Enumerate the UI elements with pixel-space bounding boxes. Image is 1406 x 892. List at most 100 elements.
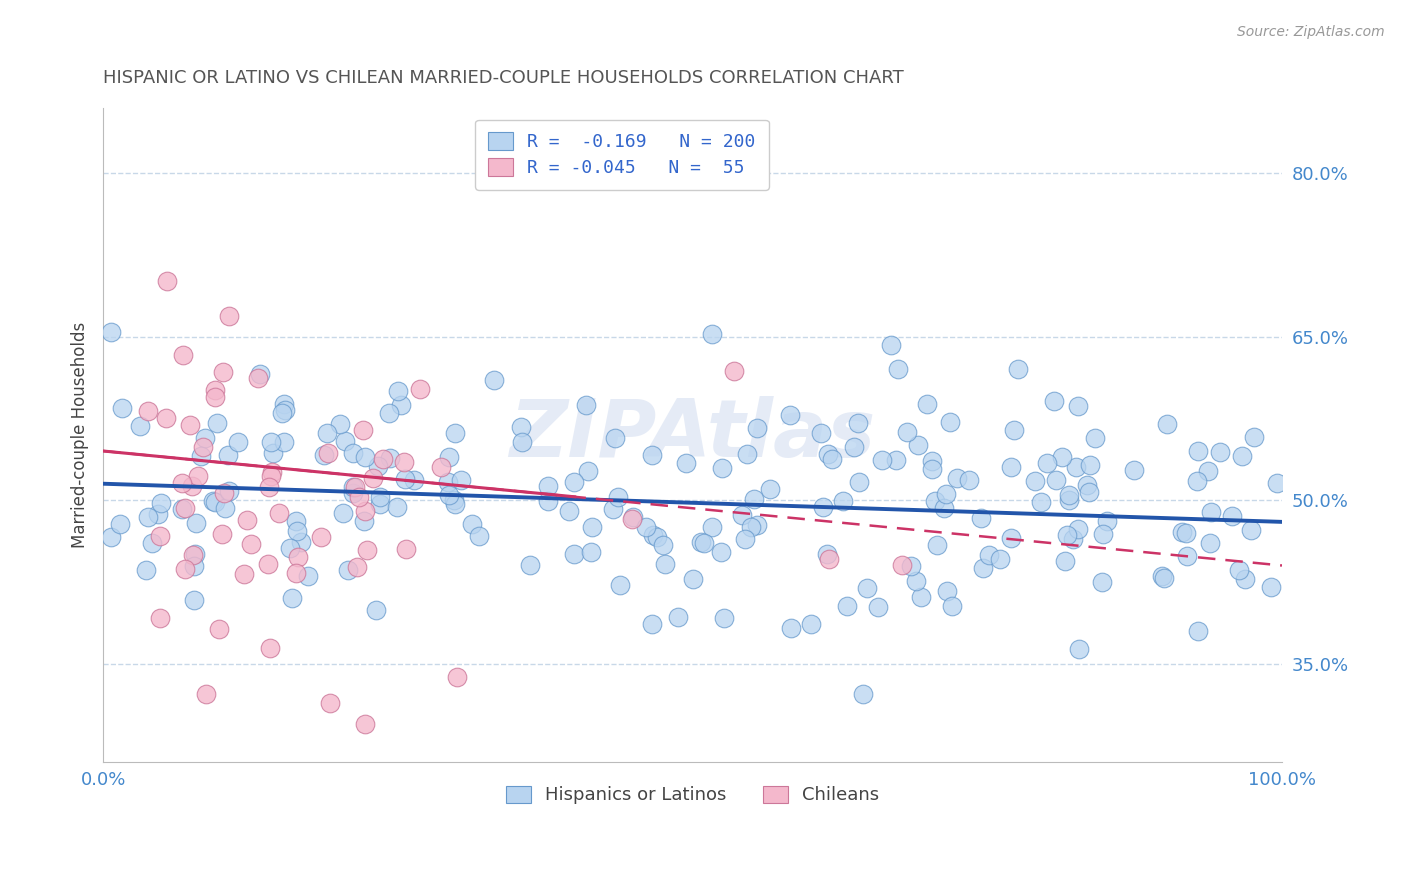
Point [149,496,172,510]
Point [356,543,378,558]
Point [810,425,832,440]
Point [1045,473,1067,487]
Point [260,465,283,479]
Point [207,416,229,430]
Point [226,434,249,449]
Point [1091,574,1114,589]
Point [693,536,716,550]
Point [1199,536,1222,550]
Point [394,472,416,486]
Point [645,530,668,544]
Legend: Hispanics or Latinos, Chileans: Hispanics or Latinos, Chileans [498,779,887,812]
Point [1095,514,1118,528]
Point [316,446,339,460]
Point [141,536,163,550]
Point [558,503,581,517]
Point [606,490,628,504]
Point [1174,525,1197,540]
Point [682,572,704,586]
Point [651,538,673,552]
Point [1260,580,1282,594]
Point [1227,563,1250,577]
Point [342,445,364,459]
Point [111,401,134,416]
Point [404,473,426,487]
Point [430,459,453,474]
Point [1007,362,1029,376]
Point [367,459,389,474]
Point [723,364,745,378]
Point [342,486,364,500]
Point [900,558,922,573]
Point [1057,493,1080,508]
Point [257,557,280,571]
Point [194,431,217,445]
Point [385,500,408,514]
Point [1153,572,1175,586]
Point [204,390,226,404]
Point [848,475,870,490]
Point [1056,527,1078,541]
Point [436,475,458,489]
Point [378,406,401,420]
Point [212,485,235,500]
Point [690,535,713,549]
Point [932,501,955,516]
Point [183,547,205,561]
Point [734,532,756,546]
Point [446,670,468,684]
Point [1171,524,1194,539]
Point [1230,449,1253,463]
Point [731,508,754,523]
Point [1240,523,1263,537]
Point [332,506,354,520]
Point [880,338,903,352]
Point [285,524,308,538]
Point [172,348,194,362]
Point [1187,624,1209,638]
Point [575,399,598,413]
Point [135,563,157,577]
Point [155,410,177,425]
Point [347,490,370,504]
Point [1187,444,1209,458]
Point [170,501,193,516]
Point [370,491,392,505]
Point [935,487,957,501]
Point [735,447,758,461]
Point [820,452,842,467]
Point [1057,488,1080,502]
Point [183,593,205,607]
Point [149,528,172,542]
Point [353,450,375,464]
Point [344,480,367,494]
Point [620,512,643,526]
Point [1002,424,1025,438]
Point [249,368,271,382]
Point [170,476,193,491]
Point [450,473,472,487]
Point [174,501,197,516]
Point [1000,459,1022,474]
Point [742,492,765,507]
Point [835,599,858,613]
Point [482,373,505,387]
Point [868,600,890,615]
Point [700,520,723,534]
Point [100,325,122,339]
Point [387,384,409,398]
Point [181,548,204,562]
Point [202,494,225,508]
Point [1209,445,1232,459]
Point [1197,464,1219,478]
Point [211,527,233,541]
Point [352,423,374,437]
Point [260,468,283,483]
Point [925,538,948,552]
Point [1054,554,1077,568]
Point [108,516,131,531]
Point [636,520,658,534]
Point [654,557,676,571]
Point [562,475,585,490]
Point [668,609,690,624]
